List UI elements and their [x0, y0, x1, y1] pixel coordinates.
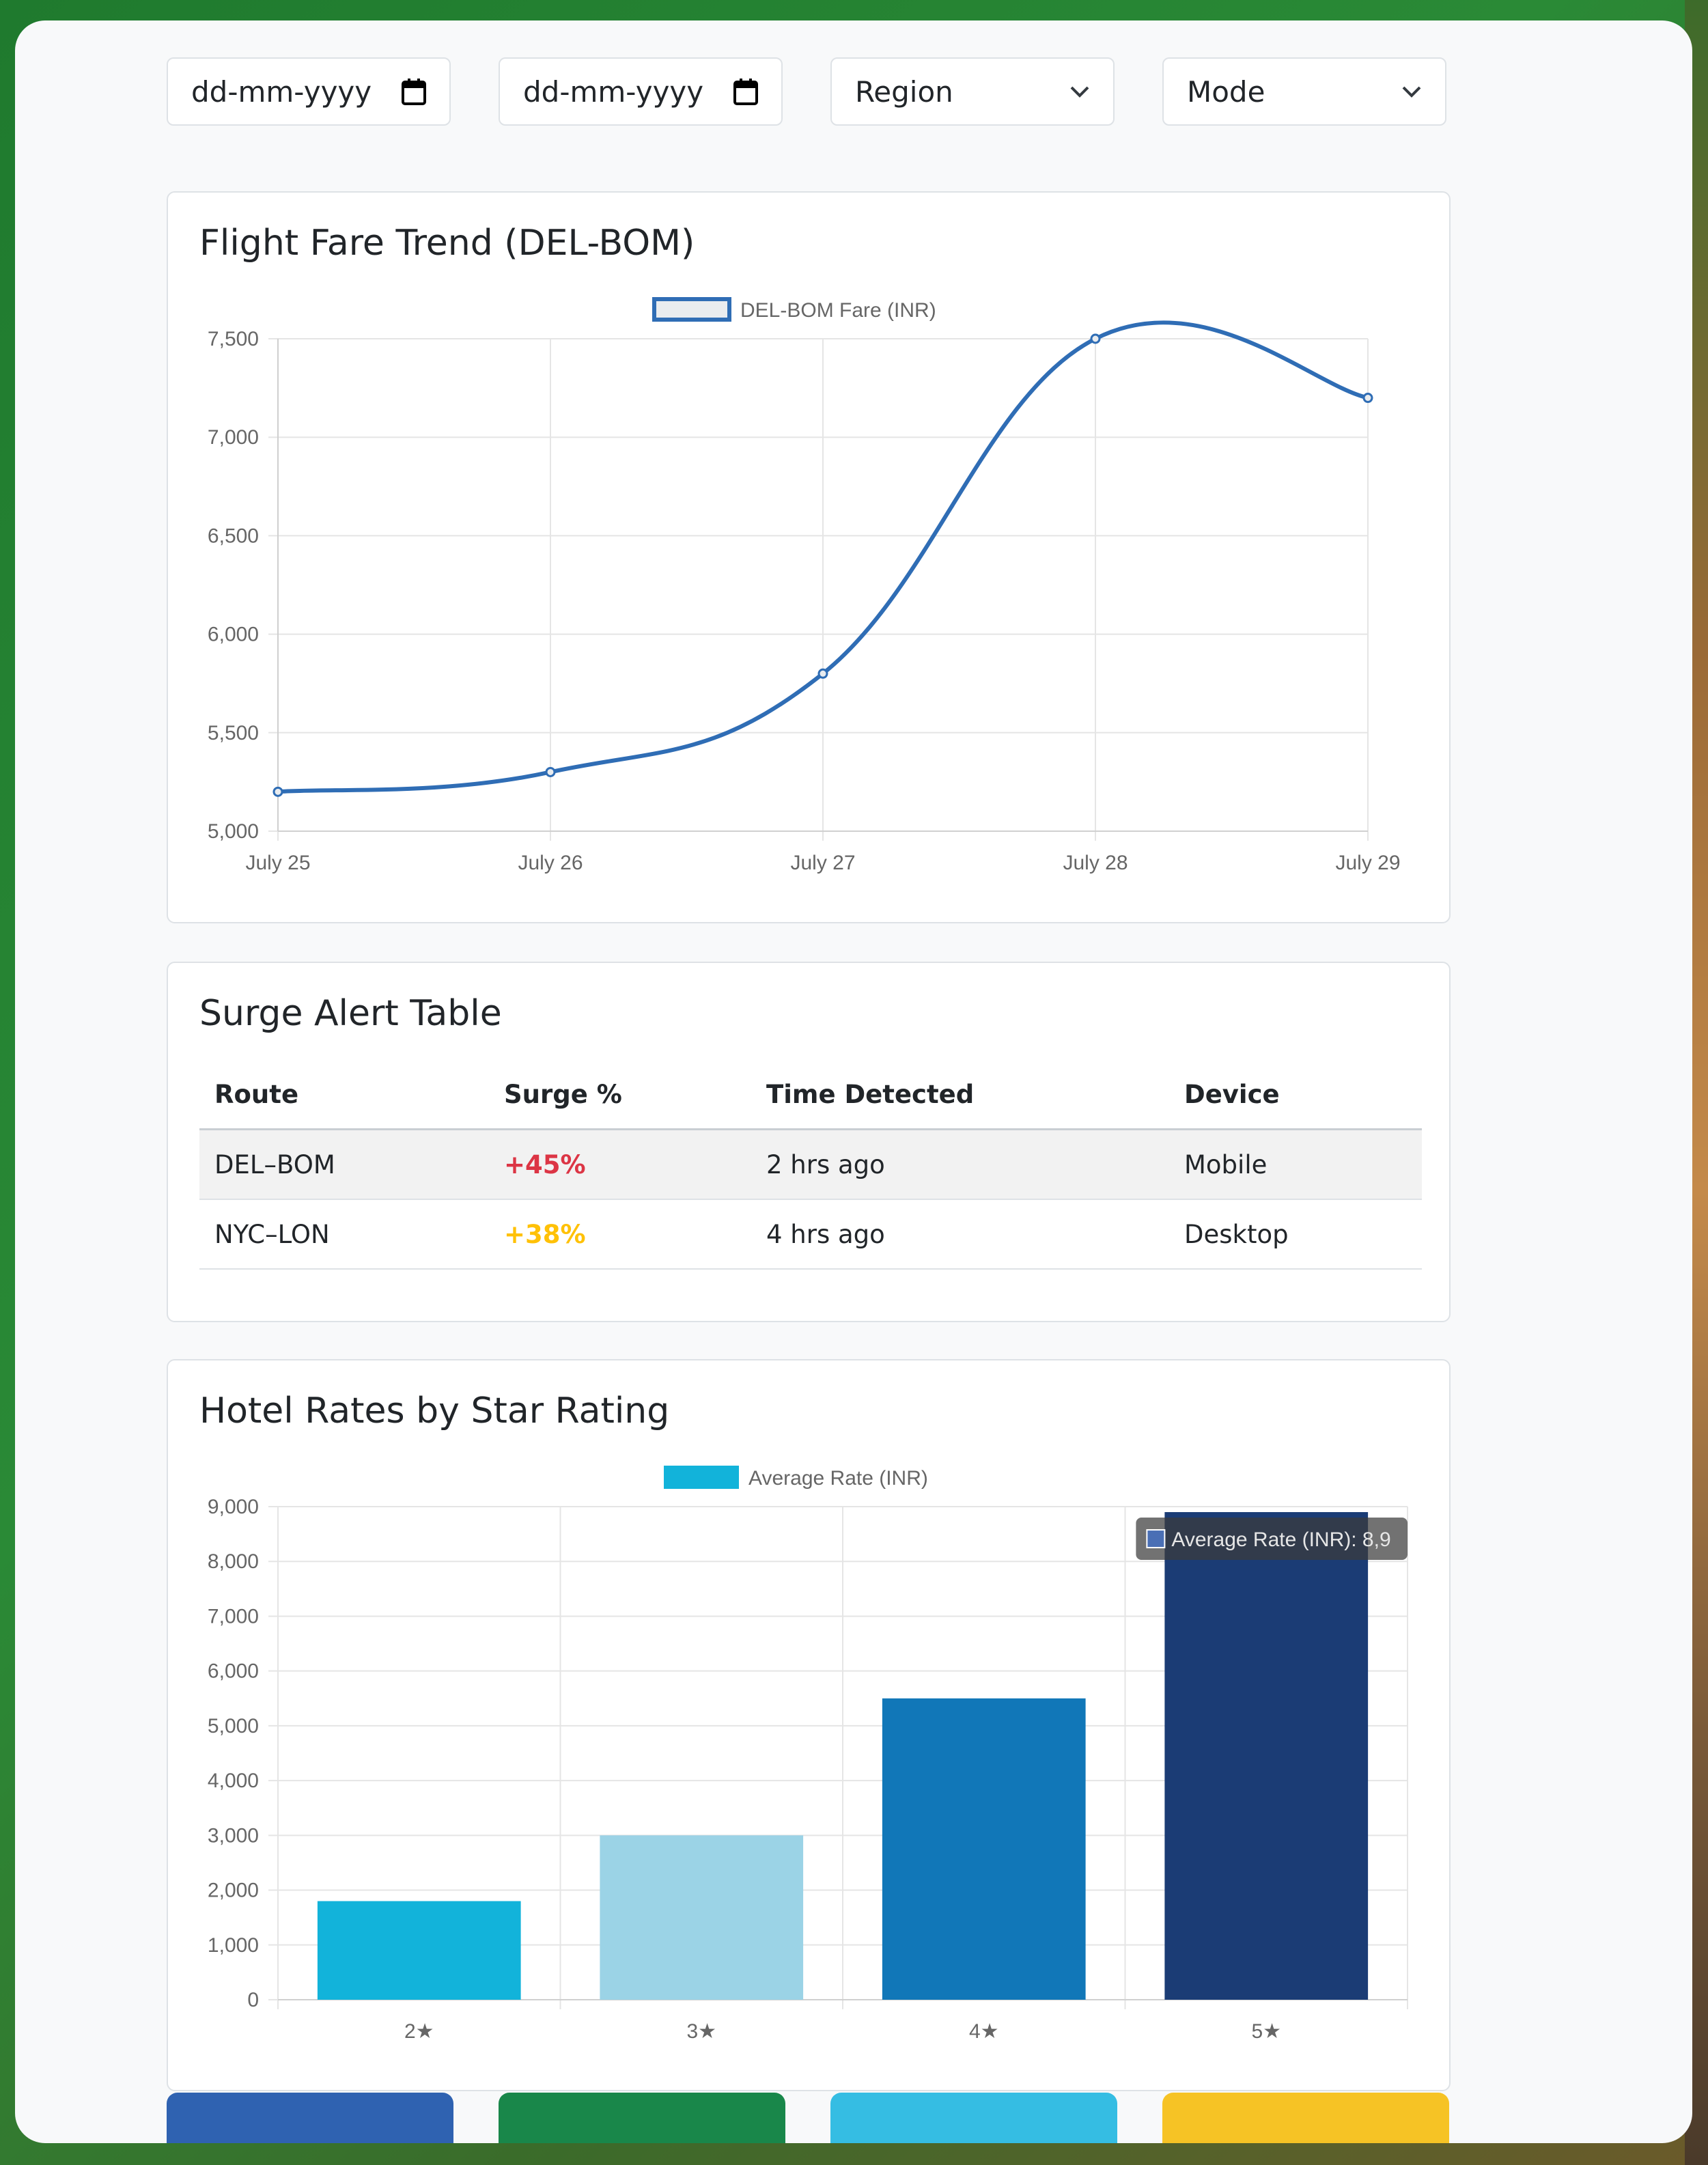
- x-tick-label: 2★: [404, 2020, 434, 2043]
- x-tick-label: 3★: [686, 2020, 716, 2043]
- surge-alert-table: Route Surge % Time Detected Device DEL–B…: [199, 1060, 1422, 1270]
- device-cell: Mobile: [1169, 1129, 1422, 1200]
- tooltip-text: Average Rate (INR): 8,9: [1171, 1528, 1390, 1551]
- hotel-rates-title: Hotel Rates by Star Rating: [199, 1391, 670, 1431]
- y-tick-label: 7,500: [208, 328, 259, 350]
- flight-fare-line-chart: DEL-BOM Fare (INR) 5,000 5,500 6,000 6,500 7,…: [208, 297, 1401, 874]
- data-point: [817, 668, 828, 679]
- date-from-placeholder: dd-mm-yyyy: [191, 74, 372, 109]
- y-tick-label: 5,000: [208, 820, 259, 843]
- y-tick-label: 5,000: [208, 1715, 259, 1737]
- time-cell: 4 hrs ago: [751, 1199, 1169, 1270]
- y-tick-label: 6,000: [208, 1660, 259, 1683]
- bar: [882, 1698, 1086, 2000]
- chevron-down-icon: [1069, 85, 1090, 98]
- data-point: [272, 786, 283, 797]
- legend-label: DEL-BOM Fare (INR): [740, 299, 936, 322]
- y-tick-label: 2,000: [208, 1880, 259, 1902]
- y-tick-label: 6,500: [208, 525, 259, 547]
- date-to-placeholder: dd-mm-yyyy: [523, 74, 704, 109]
- action-button-4[interactable]: [1162, 2093, 1449, 2143]
- x-tick-label: July 29: [1335, 852, 1400, 874]
- data-point: [1090, 333, 1101, 344]
- mode-select-label: Mode: [1187, 74, 1265, 109]
- region-select-label: Region: [855, 74, 953, 109]
- y-tick-label: 9,000: [208, 1496, 259, 1518]
- column-header-surge: Surge %: [489, 1060, 751, 1130]
- column-header-device: Device: [1169, 1060, 1422, 1130]
- chevron-down-icon: [1401, 85, 1422, 98]
- route-cell: NYC–LON: [199, 1199, 489, 1270]
- y-tick-label: 6,000: [208, 624, 259, 646]
- device-cell: Desktop: [1169, 1199, 1422, 1270]
- date-from-input[interactable]: dd-mm-yyyy: [167, 57, 451, 126]
- calendar-icon[interactable]: [733, 78, 758, 105]
- surge-cell: +38%: [489, 1199, 751, 1270]
- mode-select[interactable]: Mode: [1162, 57, 1446, 126]
- legend-swatch: [664, 1466, 739, 1489]
- y-tick-label: 4,000: [208, 1770, 259, 1792]
- bar: [317, 1901, 521, 2000]
- action-button-2[interactable]: [499, 2093, 785, 2143]
- date-to-input[interactable]: dd-mm-yyyy: [499, 57, 783, 126]
- tooltip-box: [1136, 1518, 1408, 1561]
- browser-window: dd-mm-yyyy dd-mm-yyyy: [15, 20, 1692, 2143]
- y-tick-label: 5,500: [208, 722, 259, 744]
- hotel-rates-card: Hotel Rates by Star Rating Average Rate …: [167, 1359, 1451, 2091]
- column-header-time: Time Detected: [751, 1060, 1169, 1130]
- table-header-row: Route Surge % Time Detected Device: [199, 1060, 1422, 1130]
- y-tick-label: 7,000: [208, 426, 259, 449]
- table-row: NYC–LON +38% 4 hrs ago Desktop: [199, 1199, 1422, 1270]
- hotel-rates-bar-chart: Average Rate (INR) 0 1,000 2,000 3,000 4,000 5…: [208, 1466, 1408, 2043]
- surge-alert-title: Surge Alert Table: [199, 993, 502, 1034]
- tooltip-swatch: [1146, 1529, 1166, 1549]
- flight-fare-title: Flight Fare Trend (DEL-BOM): [199, 223, 695, 264]
- action-button-1[interactable]: [167, 2093, 453, 2143]
- region-select[interactable]: Region: [830, 57, 1115, 126]
- calendar-icon[interactable]: [402, 78, 426, 105]
- route-cell: DEL–BOM: [199, 1129, 489, 1200]
- y-tick-label: 0: [247, 1989, 259, 2011]
- bar-tooltip: Average Rate (INR): 8,9: [1136, 1518, 1408, 1561]
- x-tick-label: July 26: [518, 852, 583, 874]
- flight-fare-card: Flight Fare Trend (DEL-BOM) DEL-BOM Fare…: [167, 191, 1451, 923]
- column-header-route: Route: [199, 1060, 489, 1130]
- dashboard-content: dd-mm-yyyy dd-mm-yyyy: [167, 57, 1451, 2091]
- filter-bar: dd-mm-yyyy dd-mm-yyyy: [167, 57, 1451, 128]
- legend-swatch: [652, 297, 731, 322]
- data-point: [545, 766, 556, 777]
- bar: [600, 1835, 804, 2000]
- time-cell: 2 hrs ago: [751, 1129, 1169, 1200]
- x-tick-label: 5★: [1251, 2020, 1281, 2043]
- series-line: [277, 320, 1369, 794]
- y-tick-label: 7,000: [208, 1605, 259, 1628]
- surge-cell: +45%: [489, 1129, 751, 1200]
- x-tick-label: July 25: [245, 852, 310, 874]
- y-tick-label: 3,000: [208, 1824, 259, 1847]
- y-tick-label: 1,000: [208, 1934, 259, 1957]
- surge-alert-card: Surge Alert Table Route Surge % Time Det…: [167, 962, 1451, 1322]
- x-tick-label: July 27: [790, 852, 855, 874]
- data-point: [1362, 393, 1373, 404]
- legend-label: Average Rate (INR): [748, 1467, 928, 1490]
- bar: [1164, 1512, 1369, 2000]
- y-tick-label: 8,000: [208, 1550, 259, 1573]
- action-button-3[interactable]: [830, 2093, 1117, 2143]
- x-tick-label: July 28: [1063, 852, 1128, 874]
- x-tick-label: 4★: [969, 2020, 999, 2043]
- table-row: DEL–BOM +45% 2 hrs ago Mobile: [199, 1129, 1422, 1200]
